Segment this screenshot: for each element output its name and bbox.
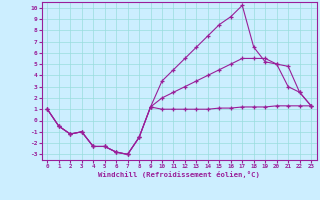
X-axis label: Windchill (Refroidissement éolien,°C): Windchill (Refroidissement éolien,°C) (98, 171, 260, 178)
